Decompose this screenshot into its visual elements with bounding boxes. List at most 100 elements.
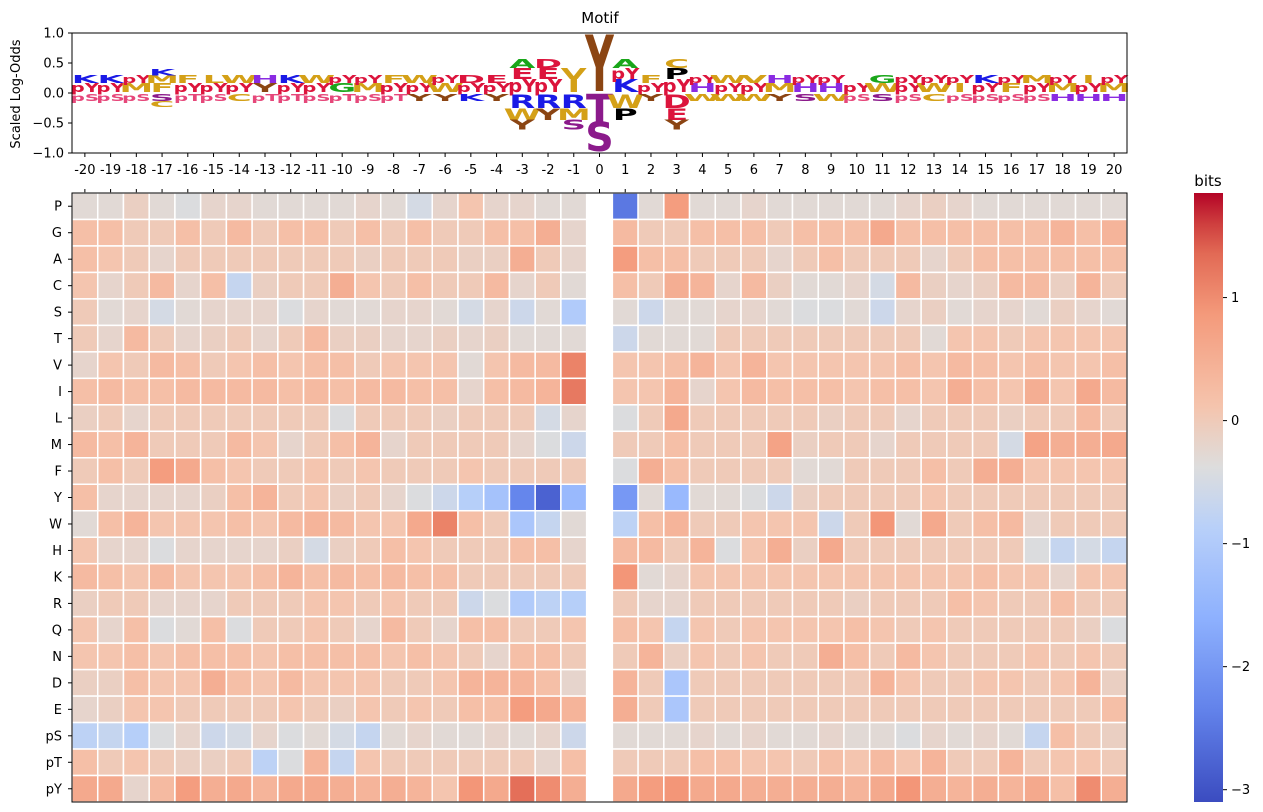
heatmap-cell bbox=[354, 562, 382, 591]
heatmap-cell bbox=[791, 192, 819, 221]
heatmap-cell bbox=[560, 377, 588, 406]
heatmap-cell bbox=[688, 562, 717, 591]
heatmap-cell bbox=[1100, 404, 1128, 433]
logo-letter: A bbox=[509, 56, 536, 70]
heatmap-cell bbox=[971, 351, 1000, 380]
heatmap-cell bbox=[946, 404, 974, 433]
row-label: T bbox=[53, 332, 62, 347]
heatmap-cell bbox=[251, 509, 279, 538]
heatmap-cell bbox=[1074, 377, 1103, 406]
heatmap-cell bbox=[663, 589, 691, 618]
heatmap-blank-cell bbox=[586, 775, 613, 802]
heatmap-cell bbox=[560, 615, 588, 644]
position-tick-label: 18 bbox=[1054, 163, 1071, 178]
heatmap-cell bbox=[405, 721, 433, 750]
heatmap-cell bbox=[663, 218, 691, 247]
heatmap-cell bbox=[508, 748, 536, 777]
logo-letter: pY bbox=[1048, 73, 1077, 85]
logo-letter: pY bbox=[534, 77, 563, 97]
logo-letter: pY bbox=[1023, 81, 1052, 95]
heatmap-cell bbox=[405, 748, 433, 777]
heatmap-cell bbox=[225, 562, 253, 591]
heatmap-cell bbox=[277, 748, 305, 777]
heatmap-cell bbox=[791, 351, 819, 380]
logo-letter: W bbox=[864, 81, 901, 95]
colorbar-tick-label: 0 bbox=[1231, 414, 1239, 429]
heatmap-cell bbox=[405, 562, 433, 591]
heatmap-cell bbox=[997, 509, 1025, 538]
heatmap-cell bbox=[328, 377, 356, 406]
heatmap-cell bbox=[637, 562, 665, 591]
heatmap-cell bbox=[148, 589, 176, 618]
heatmap-cell bbox=[740, 721, 768, 750]
logo-letter: W bbox=[298, 74, 335, 86]
heatmap-cell bbox=[971, 218, 1000, 247]
logo-letter: pY bbox=[920, 73, 949, 85]
heatmap-cell bbox=[148, 218, 176, 247]
heatmap-cell bbox=[843, 377, 871, 406]
heatmap-cell bbox=[251, 271, 279, 300]
position-tick-label: 1 bbox=[621, 163, 629, 178]
heatmap-cell bbox=[122, 351, 150, 380]
heatmap-cell bbox=[482, 404, 511, 433]
heatmap-cell bbox=[714, 324, 742, 353]
position-tick-label: -13 bbox=[254, 163, 275, 178]
heatmap-cell bbox=[251, 615, 279, 644]
heatmap-cell bbox=[174, 192, 202, 221]
heatmap-cell bbox=[225, 509, 253, 538]
heatmap-cell bbox=[96, 324, 125, 353]
heatmap-cell bbox=[843, 430, 871, 459]
heatmap-cell bbox=[354, 351, 382, 380]
heatmap-cell bbox=[71, 298, 99, 327]
heatmap-cell bbox=[740, 377, 768, 406]
heatmap-cell bbox=[199, 298, 228, 327]
heatmap-cell bbox=[740, 457, 768, 486]
heatmap-cell bbox=[405, 298, 433, 327]
position-tick-label: -6 bbox=[439, 163, 452, 178]
heatmap-cell bbox=[71, 695, 99, 724]
heatmap-cell bbox=[817, 589, 845, 618]
logo-letter: pS bbox=[122, 93, 150, 104]
heatmap-cell bbox=[1074, 589, 1103, 618]
heatmap-blank-cell bbox=[586, 510, 613, 538]
heatmap-cell bbox=[560, 457, 588, 486]
heatmap-cell bbox=[71, 615, 99, 644]
heatmap-cell bbox=[457, 430, 485, 459]
logo-letter: W bbox=[735, 92, 772, 103]
heatmap-cell bbox=[380, 562, 408, 591]
heatmap-cell bbox=[96, 615, 125, 644]
heatmap-cell bbox=[868, 748, 897, 777]
heatmap-cell bbox=[611, 483, 639, 512]
heatmap-cell bbox=[791, 695, 819, 724]
heatmap-cell bbox=[405, 536, 433, 565]
heatmap-cell bbox=[405, 483, 433, 512]
heatmap-cell bbox=[997, 430, 1025, 459]
heatmap-cell bbox=[251, 404, 279, 433]
heatmap-cell bbox=[482, 536, 511, 565]
heatmap-cell bbox=[663, 483, 691, 512]
heatmap-cell bbox=[534, 748, 562, 777]
row-label: G bbox=[52, 226, 62, 241]
heatmap-cell bbox=[920, 430, 948, 459]
heatmap-cell bbox=[482, 748, 511, 777]
heatmap-cell bbox=[122, 642, 150, 671]
logo-letter: P bbox=[613, 105, 638, 124]
heatmap-cell bbox=[740, 589, 768, 618]
row-label: H bbox=[52, 544, 62, 559]
heatmap-cell bbox=[122, 695, 150, 724]
heatmap-cell bbox=[1074, 774, 1103, 803]
position-tick-label: -17 bbox=[151, 163, 172, 178]
heatmap-cell bbox=[302, 324, 331, 353]
heatmap-cell bbox=[148, 324, 176, 353]
heatmap-cell bbox=[96, 642, 125, 671]
heatmap-cell bbox=[354, 218, 382, 247]
row-label: A bbox=[53, 253, 62, 268]
heatmap-cell bbox=[611, 774, 639, 803]
heatmap-cell bbox=[740, 774, 768, 803]
heatmap-cell bbox=[688, 377, 717, 406]
heatmap-cell bbox=[560, 351, 588, 380]
heatmap-cell bbox=[740, 615, 768, 644]
heatmap-cell bbox=[1100, 589, 1128, 618]
heatmap-cell bbox=[740, 695, 768, 724]
logo-letter: pS bbox=[971, 93, 999, 104]
